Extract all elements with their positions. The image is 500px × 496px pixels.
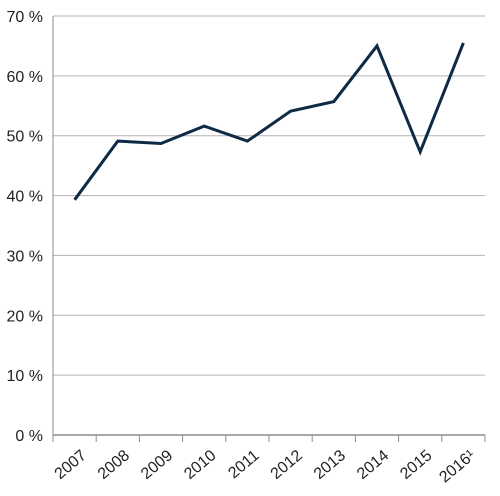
series-line [73, 42, 465, 201]
x-tick-label: 2008 [95, 447, 133, 483]
y-tick-label: 30 % [7, 248, 43, 265]
y-axis-tick-labels: 0 % 10 % 20 % 30 % 40 % 50 % 60 % 70 % [7, 9, 43, 445]
x-tick-label: 2009 [138, 447, 176, 483]
x-tick-label: 2013 [311, 447, 349, 483]
y-tick-label: 20 % [7, 308, 43, 325]
x-axis [52, 16, 486, 442]
gridlines [53, 15, 485, 376]
x-tick-label: 2015 [397, 447, 435, 483]
y-tick-label: 10 % [7, 368, 43, 385]
y-tick-label: 70 % [7, 9, 43, 26]
y-tick-label: 0 % [15, 428, 43, 445]
x-tick-label: 2014 [354, 447, 392, 483]
x-tick-label: 2011 [225, 447, 262, 482]
x-tick-label: 2010 [181, 447, 219, 483]
x-tick-label: 2012 [268, 447, 306, 483]
y-tick-label: 60 % [7, 69, 43, 86]
x-axis-tick-labels: 2007 2008 2009 2010 2011 2012 2013 2014 2015 2016… [52, 447, 479, 486]
y-tick-label: 50 % [7, 129, 43, 146]
y-tick-label: 40 % [7, 189, 43, 206]
x-tick-label: 2007 [52, 447, 90, 483]
x-tick-label: 2016¹ [436, 447, 478, 486]
